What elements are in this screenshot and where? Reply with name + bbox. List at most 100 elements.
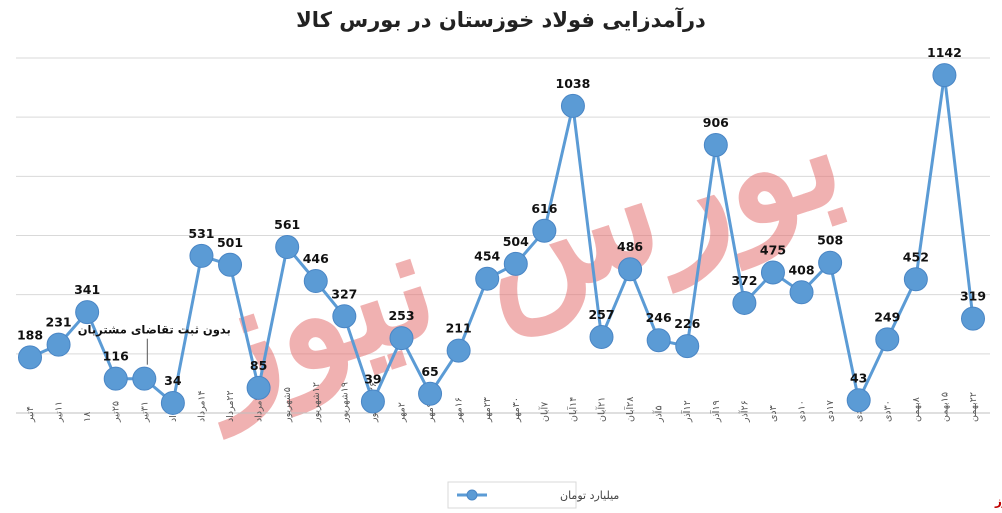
x-tick-label: ۳۰مهر — [511, 397, 522, 423]
x-tick-label: ۱۴مرداد — [196, 390, 207, 422]
data-label: 211 — [446, 321, 472, 336]
x-tick-label: ۲۶آذر — [737, 400, 750, 423]
data-label: 501 — [217, 235, 243, 250]
data-label: 906 — [703, 115, 729, 130]
data-label: 408 — [788, 262, 814, 277]
x-tick-label: ۱۹آذر — [709, 400, 722, 423]
annotation: بدون ثبت تقاضای مشتریان — [78, 323, 231, 365]
data-point — [732, 290, 757, 315]
x-tick-label: ۴تیر — [25, 406, 36, 423]
x-tick-label: ۲۲مرداد — [225, 390, 236, 422]
watermark-text: بورس نیوز — [168, 62, 863, 440]
x-tick-label: ۱۷دی — [825, 400, 836, 422]
x-tick-label: ۲۵تیر — [111, 401, 122, 423]
data-point — [303, 269, 328, 294]
data-point — [246, 375, 271, 400]
data-point — [475, 266, 500, 291]
data-point — [818, 250, 843, 275]
x-tick-label: ۱۸ — [82, 412, 93, 422]
chart-title: درآمدزایی فولاد خوزستان در بورس کالا — [296, 7, 706, 32]
x-tick-label: ۲۲بهمن — [968, 392, 979, 422]
data-point — [760, 260, 785, 285]
data-label: 231 — [46, 315, 72, 330]
data-label: 327 — [331, 286, 357, 301]
data-label: 188 — [17, 327, 43, 342]
data-point — [46, 332, 71, 357]
x-tick-label: ۱۱تیر — [54, 401, 65, 423]
x-tick-label: ۱۵بهمن — [939, 392, 950, 422]
data-label: 249 — [874, 309, 900, 324]
data-point — [218, 252, 243, 277]
x-tick-label: ۱۰دی — [797, 400, 808, 422]
data-label: 486 — [617, 239, 643, 254]
data-point — [75, 300, 100, 325]
data-label: 116 — [103, 349, 129, 364]
data-point — [789, 280, 814, 305]
data-point — [446, 338, 471, 363]
data-point — [675, 334, 700, 359]
data-label: 65 — [421, 364, 438, 379]
x-tick-label: ۷آبان — [537, 402, 550, 422]
annotation-text: بدون ثبت تقاضای مشتریان — [78, 323, 231, 338]
data-label: 253 — [388, 308, 414, 323]
data-label: 561 — [274, 217, 300, 232]
data-label: 446 — [303, 251, 329, 266]
data-point — [589, 324, 614, 349]
x-tick-label: ۳۱تیر — [139, 401, 150, 423]
data-point — [532, 218, 557, 243]
x-tick-label: ۱۴آبان — [566, 397, 579, 422]
data-label: 319 — [960, 289, 986, 304]
x-tick-label: ۱۲آذر — [680, 400, 693, 423]
source-brand: بورس نیوز — [994, 494, 1002, 509]
data-point — [332, 304, 357, 329]
legend-label: میلیارد تومان — [560, 489, 619, 502]
data-point — [503, 251, 528, 276]
x-tick-label: ۵شهریور — [282, 387, 293, 423]
data-label: 1038 — [556, 76, 591, 91]
x-tick-label: ۱۲شهریور — [311, 382, 322, 423]
series-line — [18, 63, 985, 415]
data-point — [703, 132, 728, 157]
data-label: 85 — [250, 358, 267, 373]
data-label: 454 — [474, 249, 500, 264]
data-point — [360, 389, 385, 414]
x-tick-label: ۲۹مرداد — [254, 390, 265, 422]
series-path — [29, 73, 975, 405]
x-tick-label: ۲۸آبان — [623, 397, 636, 422]
data-point — [618, 257, 643, 282]
x-tick-label: ۱۹شهریور — [339, 382, 350, 423]
x-tick-label: ۲۱آبان — [595, 397, 608, 422]
data-label: 508 — [817, 233, 843, 248]
data-point — [846, 388, 871, 413]
data-label: 341 — [74, 282, 100, 297]
data-label: 475 — [760, 242, 786, 257]
x-tick-label: ۱۶مهر — [454, 397, 465, 423]
x-tick-label: ۹مهر — [425, 402, 436, 423]
x-tick-label: ۲۳مهر — [482, 397, 493, 423]
data-point — [189, 243, 214, 268]
legend: میلیارد تومان — [447, 481, 619, 509]
watermark: بورس نیوز — [168, 62, 863, 440]
data-label: 531 — [188, 226, 214, 241]
data-label: 452 — [903, 249, 929, 264]
data-label: 34 — [164, 373, 182, 388]
x-tick-label: ۲مهر — [396, 402, 407, 423]
data-point — [132, 366, 157, 391]
data-label: 246 — [646, 310, 672, 325]
data-point — [903, 267, 928, 292]
data-point — [275, 235, 300, 260]
x-tick-label: ۸بهمن — [911, 397, 922, 422]
data-label: 372 — [731, 273, 757, 288]
data-point — [875, 327, 900, 352]
data-point — [418, 381, 443, 406]
data-label: 39 — [364, 371, 381, 386]
x-tick-label: ۳دی — [768, 405, 779, 422]
legend-marker — [466, 489, 478, 501]
data-label: 504 — [503, 234, 529, 249]
data-point — [160, 390, 185, 415]
data-point — [646, 328, 671, 353]
x-tick-label: ۳۰دی — [882, 400, 893, 422]
data-point — [961, 306, 985, 331]
gridlines — [16, 57, 990, 355]
